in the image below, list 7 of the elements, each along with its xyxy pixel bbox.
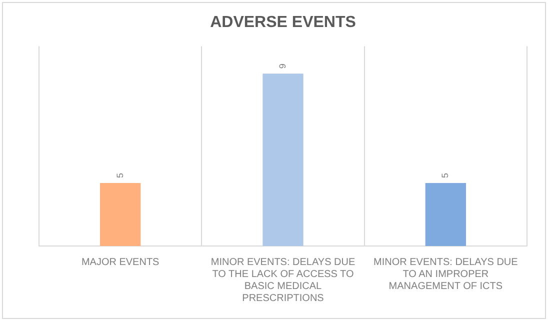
x-tick-label: MINOR EVENTS: DELAYS DUE TO THE LACK OF ACCESS TO BASIC MEDICAL PRESCRIPTIONS	[210, 256, 356, 304]
x-tick-label: MINOR EVENTS: DELAYS DUE TO AN IMPROPER MANAGEMENT OF ICTS	[374, 256, 518, 292]
data-label: 5	[440, 173, 450, 178]
x-tick-label: MAJOR EVENTS	[81, 256, 160, 268]
data-label: 9	[277, 64, 288, 69]
data-label: 5	[114, 173, 125, 178]
chart-title: ADVERSE EVENTS	[210, 14, 356, 32]
